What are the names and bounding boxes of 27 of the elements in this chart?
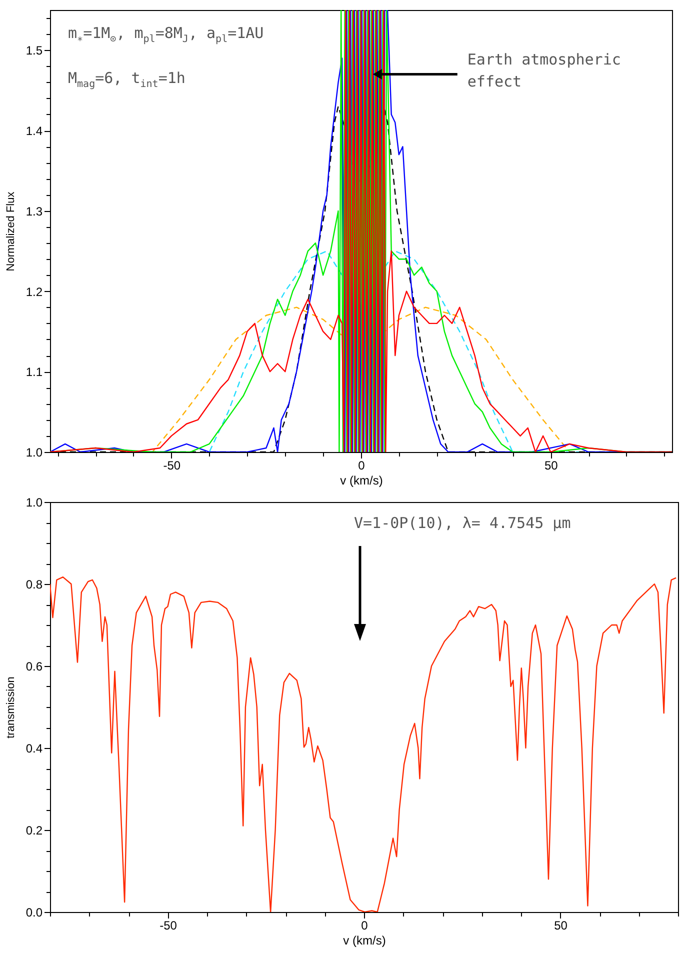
y-tick-label: 1.2 bbox=[26, 284, 43, 299]
line-series bbox=[50, 576, 677, 912]
y-tick-label: 0.4 bbox=[26, 742, 43, 756]
y-tick-label: 0.6 bbox=[26, 660, 43, 674]
x-tick-label: 50 bbox=[554, 918, 568, 932]
x-tick-label: 50 bbox=[544, 458, 558, 472]
y-tick-label: 0.2 bbox=[26, 824, 43, 838]
x-tick-label: -50 bbox=[163, 458, 181, 472]
y-tick-label: 1.3 bbox=[26, 204, 43, 218]
y-tick-label: 0.0 bbox=[26, 906, 43, 920]
annotation: M$_{mag}$=6, t$_{int}$=1h bbox=[68, 68, 186, 92]
y-axis-title: Normalized Flux bbox=[4, 191, 17, 272]
y-tick-label: 1.0 bbox=[26, 496, 43, 510]
y-tick-label: 1.1 bbox=[26, 365, 43, 380]
text: m$_{∗}$=1M$_{⊙}$, m$_{pl}$=8M$_{J}$, a$_{pl}$=1AU bbox=[68, 24, 264, 45]
y-tick-label: 0.8 bbox=[26, 578, 43, 592]
x-axis-title: v (km/s) bbox=[343, 934, 386, 948]
y-tick-label: 1.0 bbox=[26, 446, 43, 460]
annotation: V=1-0P(10), λ= 4.7545 μm bbox=[354, 513, 571, 534]
x-tick-label: 0 bbox=[358, 458, 366, 472]
x-tick-label: 0 bbox=[361, 918, 368, 932]
x-tick-label: -50 bbox=[160, 918, 178, 932]
y-tick-label: 1.5 bbox=[26, 44, 43, 58]
y-tick-label: 1.4 bbox=[26, 124, 43, 138]
x-axis-title: v (km/s) bbox=[340, 474, 383, 488]
y-axis-title: transmission bbox=[4, 676, 17, 738]
annotation: Earth atmospheric effect bbox=[467, 50, 621, 90]
